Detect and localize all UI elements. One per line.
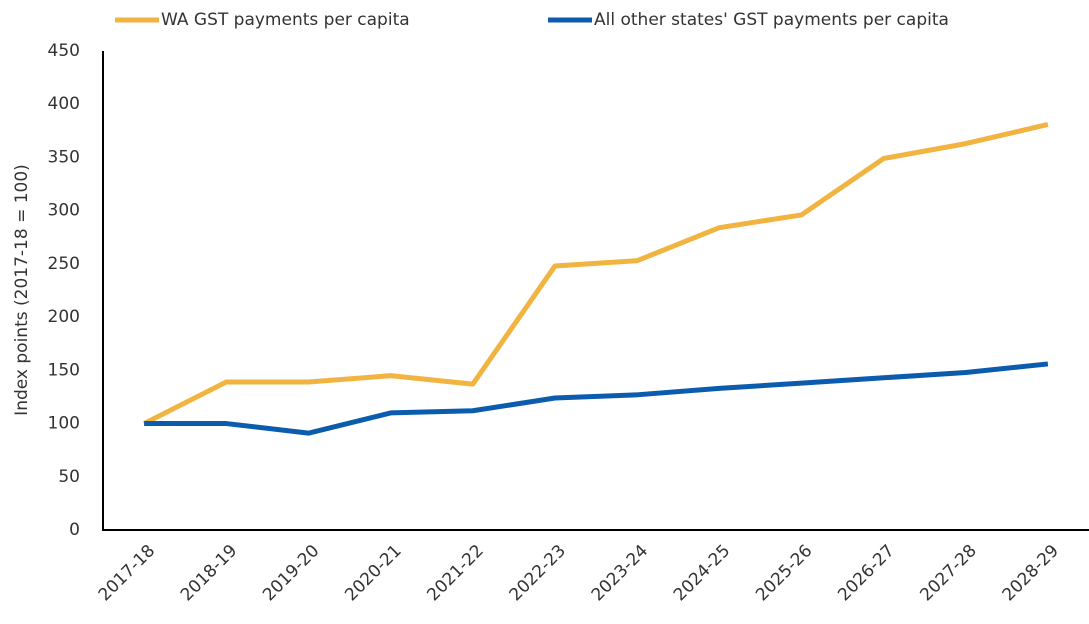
x-tick-label: 2021-22	[423, 541, 487, 605]
x-tick-label: 2024-25	[670, 541, 734, 605]
y-tick-label: 150	[48, 360, 80, 380]
x-tick-label: 2022-23	[506, 541, 570, 605]
y-tick-label: 200	[48, 307, 80, 327]
line	[144, 361, 1049, 436]
x-tick-label: 2026-27	[834, 541, 898, 605]
y-tick-label: 50	[58, 467, 80, 487]
x-tick-label: 2028-29	[999, 541, 1063, 605]
y-tick-label: 400	[48, 94, 80, 114]
x-tick-label: 2020-21	[341, 541, 405, 605]
x-tick-label: 2017-18	[95, 541, 159, 605]
x-tick-label: 2019-20	[259, 541, 323, 605]
legend-label: WA GST payments per capita	[161, 10, 410, 30]
y-tick-label: 350	[48, 147, 80, 167]
y-tick-label: 450	[48, 41, 80, 61]
x-tick-label: 2023-24	[588, 541, 652, 605]
y-tick-label: 100	[48, 414, 80, 434]
y-tick-label: 250	[48, 254, 80, 274]
y-axis-label: Index points (2017-18 = 100)	[12, 164, 32, 416]
y-tick-label: 0	[69, 520, 80, 540]
y-tick-label: 300	[48, 201, 80, 221]
legend-label: All other states' GST payments per capit…	[594, 10, 949, 30]
line	[142, 122, 1049, 426]
x-tick-label: 2027-28	[916, 541, 980, 605]
x-tick-label: 2018-19	[177, 541, 241, 605]
x-tick-label: 2025-26	[752, 541, 816, 605]
